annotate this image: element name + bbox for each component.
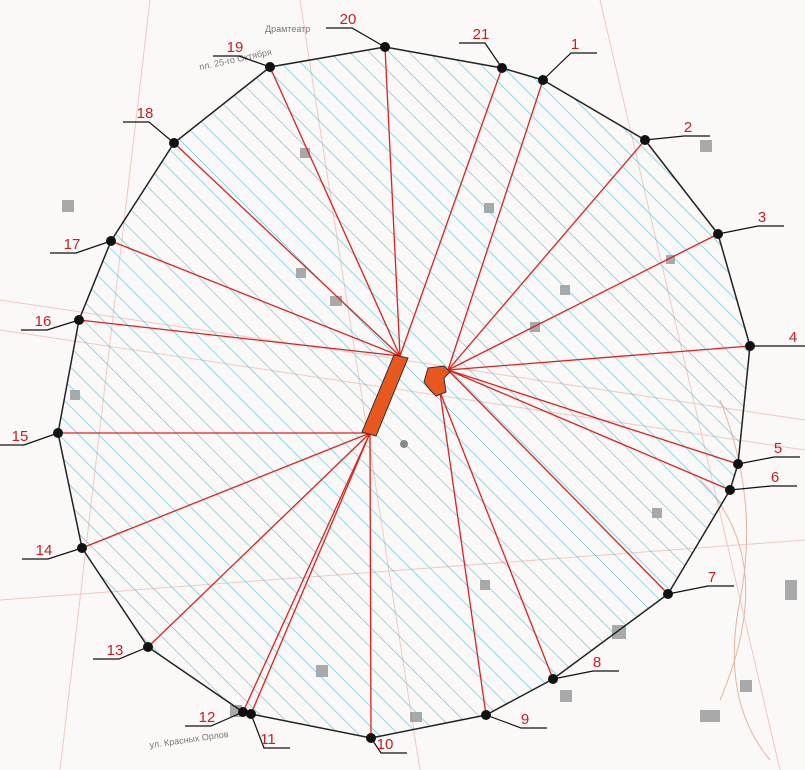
boundary-point [74, 315, 84, 325]
leader-line [93, 646, 149, 660]
ray [384, 46, 401, 357]
point-label: 18 [137, 105, 154, 122]
leader-line [0, 432, 59, 446]
point-label: 12 [199, 709, 216, 726]
boundary-point [745, 341, 755, 351]
boundary-point [106, 236, 116, 246]
boundary-point [733, 459, 743, 469]
point-label: 10 [377, 736, 394, 753]
leader-line [717, 225, 784, 235]
ray [110, 240, 401, 357]
boundary-point [246, 709, 256, 719]
boundary-point [238, 707, 248, 717]
boundary-point [538, 75, 548, 85]
building [423, 365, 451, 397]
ray [447, 233, 719, 371]
ray [250, 432, 371, 715]
point-label: 8 [593, 654, 601, 671]
point-label: 15 [12, 428, 29, 445]
ray [447, 369, 739, 465]
ray [447, 345, 751, 371]
boundary-point [497, 63, 507, 73]
leader-line [22, 547, 83, 560]
leader-line [326, 27, 386, 48]
boundary-point [380, 42, 390, 52]
point-label: 7 [708, 569, 716, 586]
leader-line [459, 42, 503, 69]
boundary-point [366, 733, 376, 743]
leader-line [644, 135, 710, 141]
point-label: 21 [473, 26, 490, 43]
leader-line [185, 711, 244, 727]
point-label: 9 [521, 711, 529, 728]
leader-line [667, 585, 734, 595]
point-label: 5 [774, 440, 782, 457]
marker [400, 440, 408, 448]
leader-line [50, 240, 112, 254]
street-label: Драмтеатр [265, 24, 310, 34]
ray [81, 432, 371, 549]
point-label: 16 [35, 313, 52, 330]
boundary-point [53, 428, 63, 438]
boundary-point [725, 485, 735, 495]
ray [399, 67, 503, 357]
ray [447, 139, 646, 371]
ray [447, 79, 544, 371]
ray [173, 142, 401, 357]
point-label: 1 [571, 36, 579, 53]
point-label: 19 [227, 39, 244, 56]
boundary-point [169, 138, 179, 148]
boundary-point [77, 543, 87, 553]
ray [447, 369, 669, 595]
boundary-point [265, 62, 275, 72]
boundary-point [640, 135, 650, 145]
boundary-point [481, 710, 491, 720]
leader-line [123, 121, 175, 144]
boundary-point [548, 674, 558, 684]
point-label: 17 [64, 236, 81, 253]
ray [447, 369, 731, 491]
leader-line [370, 737, 407, 754]
point-label: 3 [758, 209, 766, 226]
leader-line [21, 319, 80, 331]
point-label: 6 [771, 469, 779, 486]
leader-line [485, 714, 547, 729]
point-label: 2 [684, 119, 692, 136]
point-label: 13 [107, 642, 124, 659]
building [361, 354, 409, 437]
point-label: 11 [260, 731, 276, 748]
leader-line [729, 485, 797, 491]
ray [439, 391, 554, 680]
boundary-point [663, 589, 673, 599]
leader-line [552, 670, 619, 680]
buildings [361, 354, 451, 448]
ray [369, 432, 372, 739]
ray [439, 391, 487, 716]
point-label: 14 [36, 542, 53, 559]
leader-line [250, 713, 290, 749]
leader-line [542, 52, 597, 81]
boundary-point [143, 642, 153, 652]
ray [78, 319, 401, 357]
ray [269, 66, 401, 357]
leader-line [213, 55, 271, 68]
leader-line [737, 456, 800, 465]
point-label: 4 [789, 329, 797, 346]
ray [242, 432, 371, 713]
boundary-point [713, 229, 723, 239]
rays [58, 46, 751, 739]
point-label: 20 [340, 11, 357, 28]
ray [147, 432, 371, 648]
